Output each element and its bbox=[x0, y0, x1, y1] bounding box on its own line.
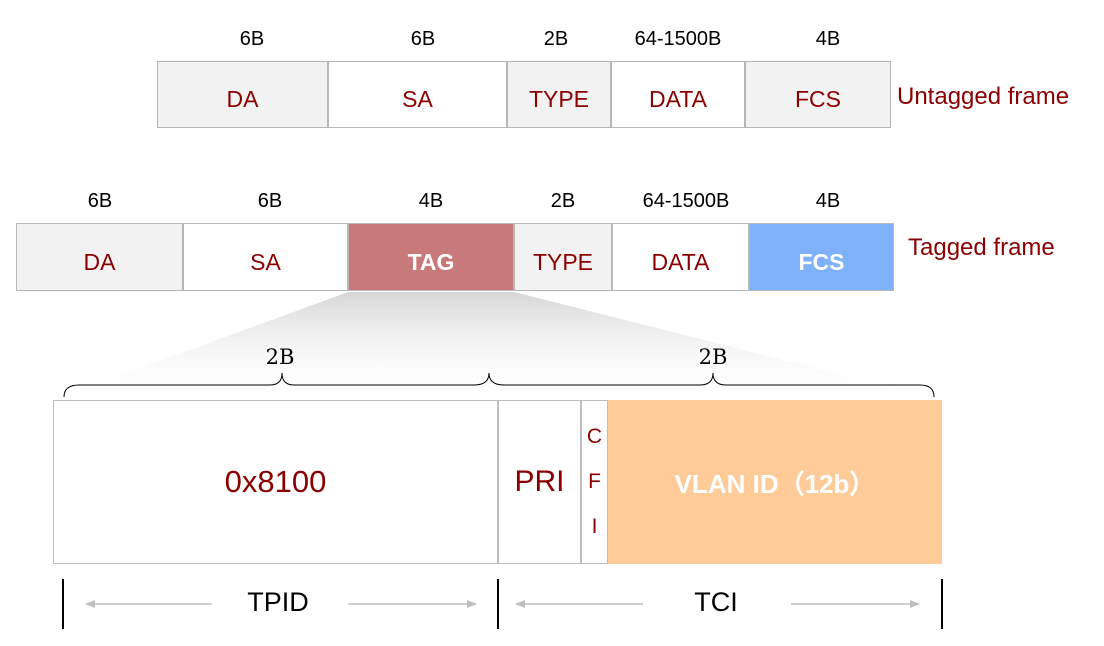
tagged-fcs-field: FCS bbox=[749, 223, 894, 291]
cfi-letter-c: C bbox=[586, 425, 603, 449]
tpid-size-label: 2B bbox=[265, 345, 295, 369]
untagged-da-field: DA bbox=[157, 61, 328, 128]
tci-brace bbox=[488, 372, 935, 398]
pri-label: PRI bbox=[514, 465, 565, 498]
vlan-id-field: VLAN ID（12b） bbox=[608, 400, 942, 564]
vlan-id-label: VLAN ID（12b） bbox=[674, 468, 876, 499]
cfi-field: C F I bbox=[581, 400, 608, 564]
zoom-funnel bbox=[54, 292, 942, 400]
tpid-brace bbox=[63, 372, 490, 398]
untagged-fcs-field: FCS bbox=[745, 61, 891, 128]
tpid-span-label: TPID bbox=[247, 587, 309, 617]
tagged-data-field: DATA bbox=[612, 223, 749, 291]
cfi-letter-i: I bbox=[591, 514, 598, 538]
untagged-data-field: DATA bbox=[611, 61, 745, 128]
untagged-data-size: 64-1500B bbox=[634, 28, 722, 50]
tagged-tag-field: TAG bbox=[348, 223, 514, 291]
tagged-da-size: 6B bbox=[87, 190, 113, 212]
tagged-type-size: 2B bbox=[550, 190, 576, 212]
tagged-sa-field: SA bbox=[183, 223, 348, 291]
untagged-type-size: 2B bbox=[543, 28, 569, 50]
pri-field: PRI bbox=[498, 400, 581, 564]
untagged-da-size: 6B bbox=[239, 28, 265, 50]
tagged-sa-size: 6B bbox=[257, 190, 283, 212]
tagged-tag-size: 4B bbox=[418, 190, 444, 212]
tagged-da-field: DA bbox=[16, 223, 183, 291]
untagged-sa-field: SA bbox=[328, 61, 507, 128]
cfi-letter-f: F bbox=[588, 469, 601, 493]
tpid-value: 0x8100 bbox=[224, 464, 327, 499]
tci-size-label: 2B bbox=[698, 345, 728, 369]
tpid-field: 0x8100 bbox=[53, 400, 498, 564]
tagged-frame-label: Tagged frame bbox=[908, 234, 1055, 261]
untagged-sa-size: 6B bbox=[410, 28, 436, 50]
tci-span-label: TCI bbox=[694, 587, 738, 617]
untagged-fcs-size: 4B bbox=[815, 28, 841, 50]
tagged-fcs-size: 4B bbox=[815, 190, 841, 212]
tagged-type-field: TYPE bbox=[514, 223, 612, 291]
untagged-type-field: TYPE bbox=[507, 61, 611, 128]
tagged-data-size: 64-1500B bbox=[642, 190, 730, 212]
untagged-frame-label: Untagged frame bbox=[897, 83, 1070, 110]
